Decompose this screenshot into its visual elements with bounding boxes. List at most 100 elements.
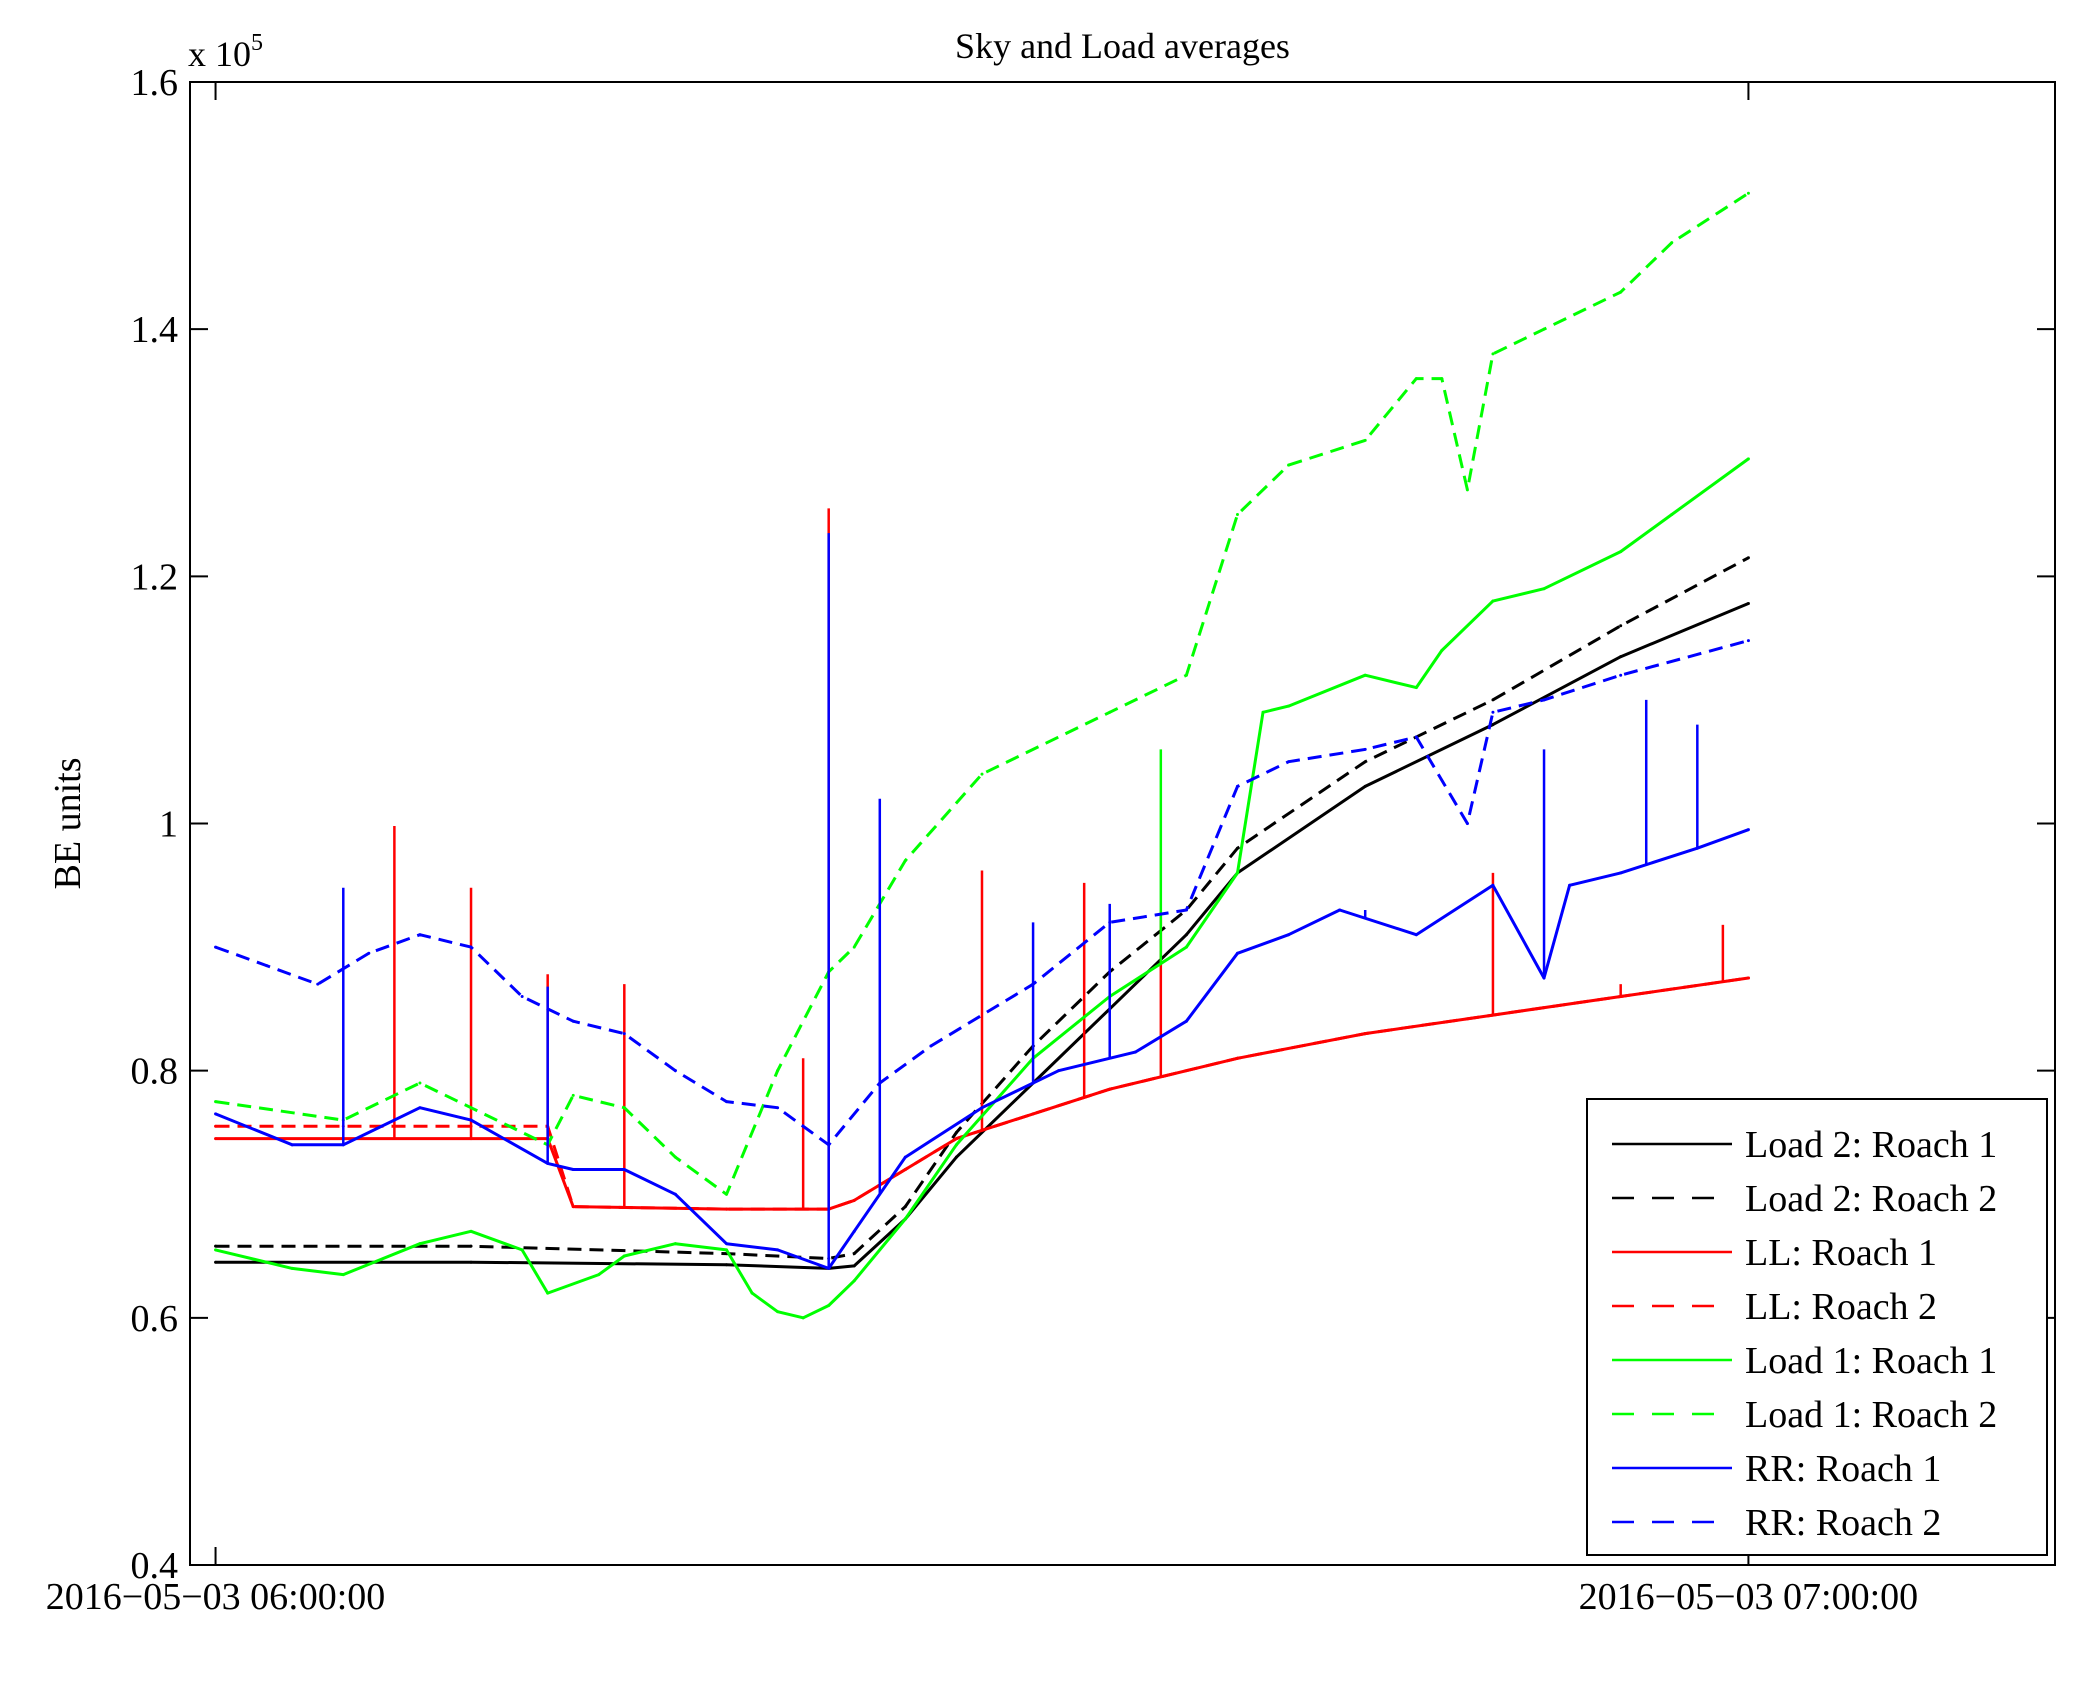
series-line (215, 457, 1750, 1320)
legend-label: Load 2: Roach 2 (1745, 1178, 1997, 1220)
data-point (827, 1143, 831, 1147)
data-point (903, 859, 907, 863)
data-point (673, 1242, 677, 1246)
legend-box (1586, 1098, 2048, 1556)
data-point (1619, 624, 1623, 628)
data-point (954, 1143, 958, 1147)
data-point (418, 933, 422, 937)
data-point (1619, 995, 1623, 999)
data-point (1440, 648, 1444, 652)
data-point (954, 1137, 958, 1141)
data-point (1746, 828, 1750, 832)
data-point (1108, 920, 1112, 924)
data-point (1235, 871, 1239, 875)
data-point (1619, 655, 1623, 659)
data-point (1108, 710, 1112, 714)
data-point (1338, 908, 1342, 912)
y-tick-label: 1.4 (131, 309, 179, 351)
data-point (1542, 587, 1546, 591)
y-tick-label: 0.6 (131, 1298, 179, 1340)
data-point (725, 1242, 729, 1246)
data-point (418, 1242, 422, 1246)
legend-label: RR: Roach 2 (1745, 1502, 1941, 1544)
legend-label: Load 2: Roach 1 (1745, 1124, 1997, 1166)
data-point (341, 1273, 345, 1277)
legend-label: LL: Roach 1 (1745, 1232, 1937, 1274)
data-point (776, 1106, 780, 1110)
data-point (801, 1316, 805, 1320)
data-point (214, 1112, 218, 1116)
data-point (1184, 1019, 1188, 1023)
data-point (1363, 747, 1367, 751)
data-point (852, 1279, 856, 1283)
data-point (1363, 784, 1367, 788)
data-point (1542, 698, 1546, 702)
data-point (1261, 710, 1265, 714)
y-axis-ticks: 0.4 0.6 0.8 1 1.2 1.4 1.6 (131, 62, 2055, 1587)
data-point (316, 982, 320, 986)
data-point (520, 1248, 524, 1252)
data-point (725, 1192, 729, 1196)
y-tick-label: 0.8 (131, 1051, 179, 1093)
data-point (1746, 556, 1750, 560)
data-point (1619, 871, 1623, 875)
data-point (852, 1198, 856, 1202)
data-point (980, 1106, 984, 1110)
data-point (469, 1118, 473, 1122)
data-point (1031, 982, 1035, 986)
data-point (1363, 760, 1367, 764)
data-point (1363, 673, 1367, 677)
data-point (776, 1069, 780, 1073)
data-point (776, 1310, 780, 1314)
data-point (1235, 951, 1239, 955)
series-5 (214, 457, 1750, 1320)
data-point (725, 1263, 729, 1267)
data-point (469, 1260, 473, 1264)
series-layer (214, 191, 1750, 1320)
data-point (1184, 945, 1188, 949)
data-point (852, 1229, 856, 1233)
data-point (1670, 513, 1674, 517)
data-point (1184, 673, 1188, 677)
data-point (469, 1124, 473, 1128)
data-point (571, 1168, 575, 1172)
data-point (1619, 290, 1623, 294)
data-point (852, 945, 856, 949)
data-point (852, 1264, 856, 1268)
legend-label: Load 1: Roach 2 (1745, 1394, 1997, 1436)
data-point (214, 1244, 218, 1248)
data-point (827, 1303, 831, 1307)
data-point (622, 1032, 626, 1036)
data-point (673, 1069, 677, 1073)
data-point (265, 964, 269, 968)
data-point (1184, 908, 1188, 912)
data-point (1746, 602, 1750, 606)
data-point (520, 995, 524, 999)
data-point (1465, 822, 1469, 825)
data-point (1746, 639, 1750, 643)
data-point (214, 945, 218, 949)
data-point (1184, 933, 1188, 937)
data-point (546, 1291, 550, 1295)
data-point (1287, 760, 1291, 764)
data-point (750, 1291, 754, 1295)
data-point (214, 1137, 218, 1141)
data-point (673, 1192, 677, 1196)
y-tick-label: 0.4 (131, 1545, 179, 1587)
data-point (367, 951, 371, 955)
data-point (418, 1081, 422, 1085)
data-point (1235, 846, 1239, 850)
data-point (290, 1266, 294, 1270)
data-point (622, 1254, 626, 1258)
data-point (929, 1044, 933, 1048)
x-tick-label: 2016−05−03 06:00:00 (46, 1576, 385, 1618)
data-point (469, 1106, 473, 1110)
data-point (1465, 488, 1469, 492)
data-point (622, 1106, 626, 1110)
data-point (469, 1229, 473, 1233)
chart-title: Sky and Load averages (955, 26, 1290, 66)
series-8 (214, 639, 1750, 1147)
data-point (1363, 438, 1367, 442)
data-point (469, 945, 473, 949)
data-point (1414, 933, 1418, 937)
